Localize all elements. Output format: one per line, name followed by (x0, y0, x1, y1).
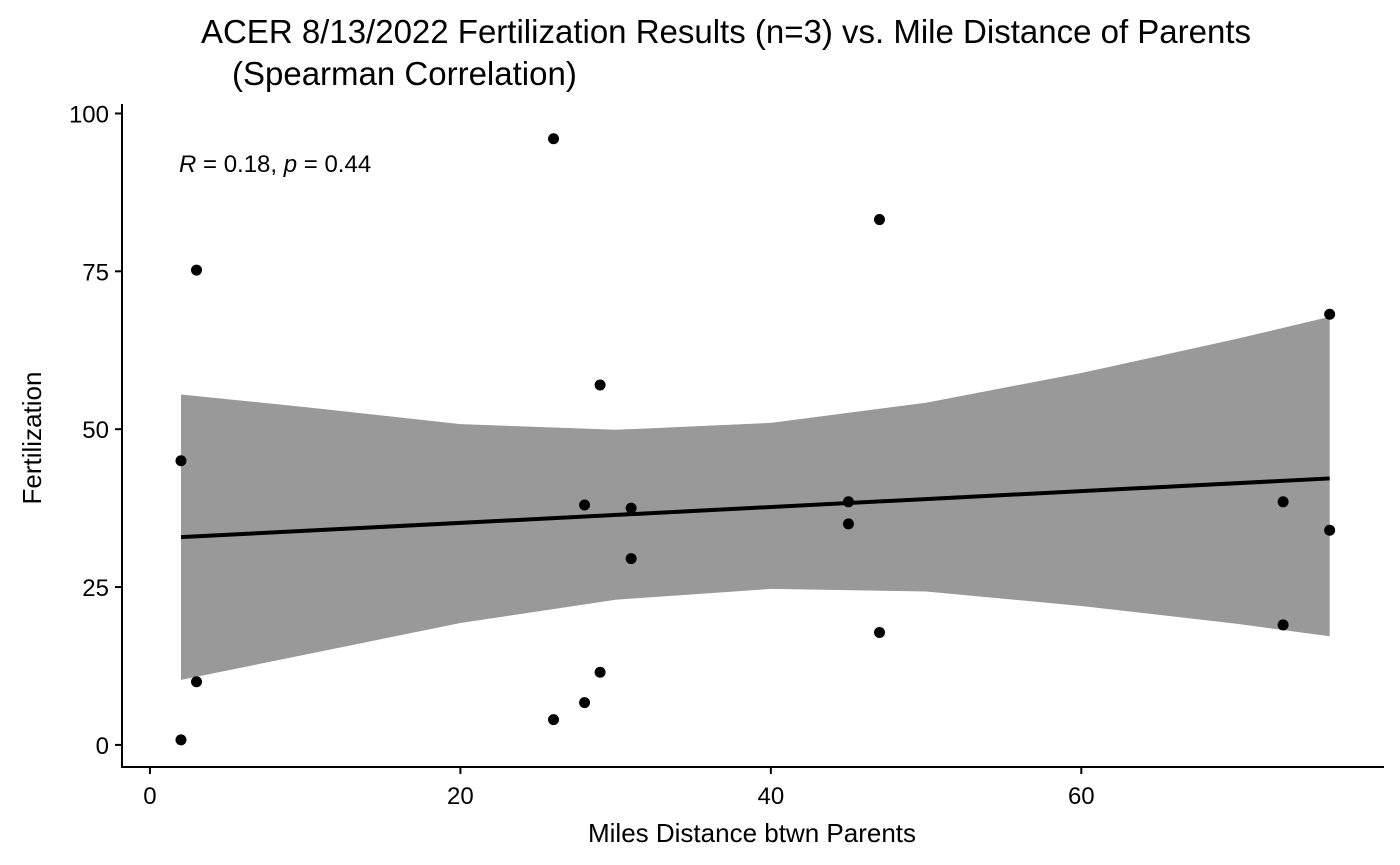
data-point-16 (874, 627, 886, 639)
data-point-11 (625, 502, 637, 514)
y-tick-label-0: 0 (96, 733, 109, 760)
spearman-stat-label: R = 0.18, p = 0.44 (179, 151, 371, 178)
data-point-18 (1277, 619, 1289, 631)
y-tick-label-75: 75 (82, 259, 109, 286)
data-point-14 (842, 518, 854, 530)
data-point-19 (1324, 308, 1336, 320)
data-point-15 (874, 214, 886, 226)
r-value: = 0.18, (196, 151, 283, 178)
data-point-17 (1277, 496, 1289, 508)
data-point-8 (579, 697, 591, 709)
confidence-band (181, 316, 1330, 680)
data-point-10 (594, 666, 606, 678)
p-symbol: p (283, 151, 297, 178)
x-axis-ticks: 0 20 40 60 (143, 767, 1095, 810)
data-point-6 (548, 714, 560, 726)
chart-title-line1: ACER 8/13/2022 Fertilization Results (n=… (201, 13, 1251, 50)
x-tick-label-0: 0 (143, 783, 156, 810)
x-tick-label-40: 40 (757, 783, 784, 810)
p-value: = 0.44 (297, 151, 371, 178)
data-point-4 (191, 676, 203, 688)
data-points (175, 133, 1336, 746)
x-tick-label-20: 20 (447, 783, 474, 810)
y-tick-label-25: 25 (82, 575, 109, 602)
data-point-1 (175, 734, 187, 746)
r-symbol: R (179, 151, 196, 178)
x-axis-title: Miles Distance btwn Parents (588, 818, 916, 848)
y-axis-ticks: 0 25 50 75 100 (69, 101, 122, 760)
data-point-3 (191, 264, 203, 276)
data-point-9 (594, 379, 606, 391)
data-point-2 (175, 455, 187, 467)
y-tick-label-50: 50 (82, 417, 109, 444)
y-axis-title: Fertilization (17, 372, 47, 505)
data-point-12 (625, 553, 637, 565)
data-point-7 (579, 499, 591, 511)
x-tick-label-60: 60 (1068, 783, 1095, 810)
trend-line (180, 476, 1330, 540)
chart-title-line2: (Spearman Correlation) (232, 55, 577, 92)
y-tick-label-100: 100 (69, 101, 109, 128)
data-point-20 (1324, 524, 1336, 536)
data-point-5 (548, 133, 560, 145)
